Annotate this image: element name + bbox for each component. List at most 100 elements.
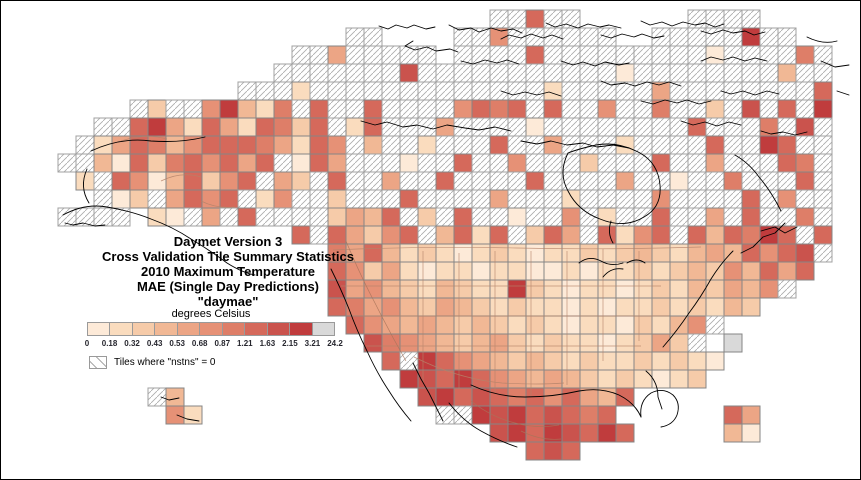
map-tile	[633, 225, 653, 245]
colorbar-segment	[131, 322, 156, 336]
map-tile	[291, 135, 311, 155]
colorbar-tick-label: 0.68	[191, 339, 208, 348]
map-tile	[471, 387, 491, 407]
map-tile	[471, 405, 491, 425]
map-tile	[183, 117, 203, 137]
map-tile-no-stations	[435, 207, 455, 227]
map-tile	[651, 243, 671, 263]
map-tile	[651, 261, 671, 281]
hatch-legend-label: Tiles where "nstns" = 0	[114, 357, 216, 368]
map-tile	[363, 99, 383, 119]
map-tile	[489, 387, 509, 407]
map-tile	[471, 333, 491, 353]
map-tile	[597, 405, 617, 425]
map-tile	[399, 225, 419, 245]
map-tile-no-stations	[507, 225, 527, 245]
map-tile-no-stations	[741, 135, 761, 155]
map-tile	[543, 261, 563, 281]
map-tile-no-stations	[525, 99, 545, 119]
map-tile	[417, 351, 437, 371]
map-tile-no-stations	[597, 171, 617, 191]
map-tile	[615, 315, 635, 335]
map-tile-no-stations	[543, 189, 563, 209]
map-tile	[561, 387, 581, 407]
map-tile-no-stations	[813, 189, 833, 209]
map-tile-no-stations	[381, 135, 401, 155]
map-tile-no-stations	[399, 45, 419, 65]
map-tile-no-stations	[471, 117, 491, 137]
map-tile-no-stations	[381, 81, 401, 101]
map-tile	[597, 315, 617, 335]
map-tile	[795, 171, 815, 191]
map-tile	[543, 369, 563, 389]
map-tile-no-stations	[651, 171, 671, 191]
map-tile-no-stations	[417, 63, 437, 83]
map-tile	[615, 369, 635, 389]
map-tile-no-stations	[777, 27, 797, 47]
map-tile	[759, 261, 779, 281]
map-tile-no-stations	[471, 63, 491, 83]
map-tile	[507, 405, 527, 425]
map-tile-no-stations	[561, 99, 581, 119]
map-tile-no-stations	[345, 27, 365, 47]
map-tile	[489, 261, 509, 281]
map-tile	[507, 207, 527, 227]
map-tile-no-stations	[345, 189, 365, 209]
map-tile-no-stations	[615, 189, 635, 209]
map-tile-no-stations	[543, 45, 563, 65]
map-tile	[561, 315, 581, 335]
colorbar-tick-label: 1.21	[237, 339, 253, 348]
map-tile	[291, 153, 311, 173]
map-tile	[705, 225, 725, 245]
map-tile	[633, 279, 653, 299]
map-tile-no-stations	[489, 63, 509, 83]
map-tile	[579, 297, 599, 317]
map-tile-no-stations	[345, 81, 365, 101]
map-tile	[309, 117, 329, 137]
map-tile-no-stations	[669, 225, 689, 245]
map-tile-no-stations	[147, 387, 167, 407]
map-tile-no-stations	[219, 207, 239, 227]
map-tile	[795, 117, 815, 137]
map-tile	[723, 171, 743, 191]
map-tile-no-stations	[633, 171, 653, 191]
map-tile	[363, 117, 383, 137]
map-tile	[723, 279, 743, 299]
map-tile-no-stations	[687, 189, 707, 209]
map-tile	[795, 207, 815, 227]
map-tile	[723, 225, 743, 245]
map-tile-no-stations	[759, 45, 779, 65]
map-tile-no-stations	[651, 63, 671, 83]
map-tile-no-stations	[579, 99, 599, 119]
colorbar-tick-label: 1.63	[259, 339, 276, 348]
map-tile	[705, 351, 725, 371]
map-tile-no-stations	[489, 81, 509, 101]
map-tile	[525, 369, 545, 389]
colorbar-tick-label: 0	[84, 339, 90, 348]
map-tile-no-stations	[795, 225, 815, 245]
map-tile-no-stations	[453, 171, 473, 191]
map-tile-no-stations	[399, 171, 419, 191]
map-tile	[147, 99, 167, 119]
map-tile-no-stations	[561, 63, 581, 83]
map-tile-no-stations	[633, 189, 653, 209]
map-tile	[273, 117, 293, 137]
map-tile	[471, 243, 491, 263]
map-tile	[705, 243, 725, 263]
map-tile	[237, 135, 257, 155]
map-tile	[723, 405, 743, 425]
map-tile	[255, 99, 275, 119]
map-tile-no-stations	[525, 63, 545, 83]
map-tile	[147, 171, 167, 191]
map-tile-no-stations	[525, 81, 545, 101]
map-tile	[165, 207, 185, 227]
map-tile-no-stations	[309, 171, 329, 191]
map-tile-no-stations	[399, 99, 419, 119]
map-tile-no-stations	[345, 153, 365, 173]
map-tile	[543, 333, 563, 353]
map-tile	[543, 279, 563, 299]
map-tile	[705, 153, 725, 173]
map-tile	[597, 279, 617, 299]
map-tile	[471, 315, 491, 335]
map-tile-no-stations	[147, 189, 167, 209]
